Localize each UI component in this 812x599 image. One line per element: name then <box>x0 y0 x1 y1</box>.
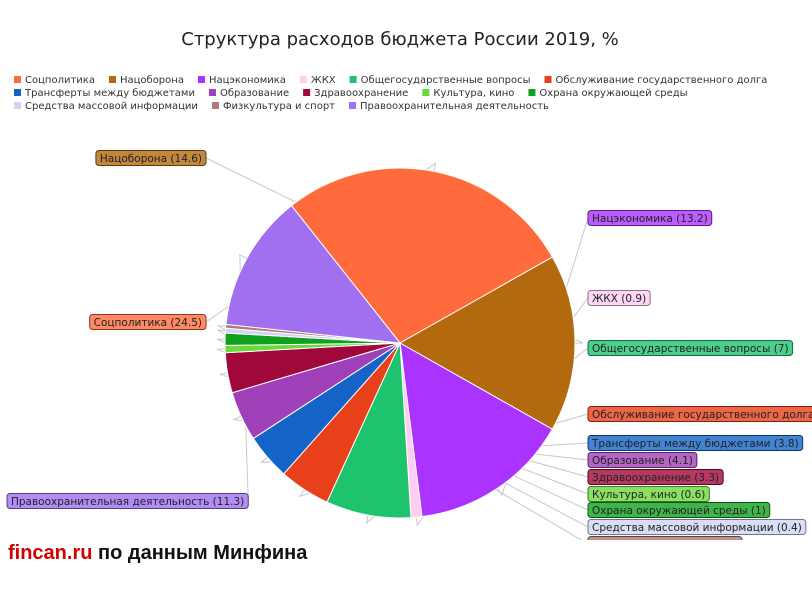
slice-label: Трансферты между бюджетами (3.8) <box>587 435 804 451</box>
slice-label-box <box>587 406 812 422</box>
source-site-link[interactable]: fincan.ru <box>8 542 93 564</box>
legend-swatch <box>108 76 116 83</box>
slice-labels: Соцполитика (24.5) Нацоборона (14.6) Нацэк… <box>6 150 812 540</box>
slice-label-box <box>587 486 710 502</box>
slice-label-text: Нацэкономика (13.2) <box>592 213 708 225</box>
slice-label-box <box>587 502 771 518</box>
slice-label: Культура, кино (0.6) <box>587 486 710 502</box>
legend-item[interactable]: Культура, кино <box>422 88 514 99</box>
legend-item[interactable]: Правоохранительная деятельность <box>349 101 549 112</box>
legend-swatch <box>422 89 430 96</box>
legend-swatch <box>303 89 311 96</box>
slice-label-box <box>587 210 713 226</box>
legend-item[interactable]: Нацоборона <box>108 75 184 86</box>
chart-legend: Соцполитика Нацоборона Нацэкономика ЖКХ Обще… <box>14 75 767 112</box>
slice-label-text: Средства массовой информации (0.4) <box>592 522 802 534</box>
slice-label-text: Охрана окружающей среды (1) <box>592 505 766 517</box>
slice-label-text: Нацоборона (14.6) <box>100 153 202 165</box>
legend-item[interactable]: Здравоохранение <box>303 88 408 99</box>
slice-label-box <box>587 340 794 356</box>
source-note: по данным Минфина <box>98 542 308 564</box>
slice-label-text: ЖКХ (0.9) <box>592 293 646 305</box>
pie-slice[interactable] <box>399 342 553 518</box>
legend-item[interactable]: Обслуживание государственного долга <box>544 75 768 86</box>
slice-label: Обслуживание государственного долга (4.2… <box>587 406 812 422</box>
legend-item[interactable]: Соцполитика <box>14 75 95 86</box>
legend-swatch <box>544 76 552 83</box>
slice-label: ЖКХ (0.9) <box>587 290 651 306</box>
slice-label: Охрана окружающей среды (1) <box>587 502 771 518</box>
slice-label: Нацоборона (14.6) <box>95 150 207 166</box>
legend-swatch <box>208 89 216 96</box>
legend-swatch <box>14 89 21 96</box>
slice-label-box <box>89 314 207 330</box>
slice-label-text: Культура, кино (0.6) <box>592 489 705 501</box>
slice-label-text: Правоохранительная деятельность (11.3) <box>11 496 244 508</box>
legend-label: Общегосударственные вопросы <box>361 75 531 86</box>
legend-item[interactable]: ЖКХ <box>299 75 336 86</box>
legend-item[interactable]: Средства массовой информации <box>14 101 198 112</box>
slice-label: Правоохранительная деятельность (11.3) <box>6 493 249 509</box>
legend-item[interactable]: Нацэкономика <box>197 75 286 86</box>
legend-label: Трансферты между бюджетами <box>24 88 195 99</box>
legend-label: Нацэкономика <box>209 75 286 86</box>
legend-label: Физкультура и спорт <box>223 101 335 112</box>
slice-label-box <box>587 435 804 451</box>
slice-label-text: Физкультура и спорт (0.3) <box>592 539 738 540</box>
slice-label: Образование (4.1) <box>587 452 698 468</box>
slice-label-box <box>587 519 807 535</box>
slice-label: Физкультура и спорт (0.3) <box>587 536 743 540</box>
slice-label: Здравоохранение (3.3) <box>587 469 724 485</box>
slice-label-box <box>587 469 724 485</box>
legend-label: Охрана окружающей среды <box>539 88 687 99</box>
slice-label: Соцполитика (24.5) <box>89 314 207 330</box>
slice-label: Нацэкономика (13.2) <box>587 210 713 226</box>
legend-label: Обслуживание государственного долга <box>556 75 768 86</box>
legend-item[interactable]: Трансферты между бюджетами <box>14 88 195 99</box>
pie-slice[interactable] <box>398 256 576 430</box>
pie-chart: Структура расходов бюджета России 2019, … <box>6 29 812 540</box>
legend-swatch <box>14 102 21 109</box>
legend-label: Нацоборона <box>120 75 184 86</box>
chart-title: Структура расходов бюджета России 2019, … <box>181 29 618 50</box>
legend-swatch <box>211 102 219 109</box>
slice-label-text: Обслуживание государственного долга (4.2… <box>592 409 812 421</box>
slice-label-text: Соцполитика (24.5) <box>94 317 202 329</box>
pie-slices <box>224 167 576 519</box>
legend-swatch <box>299 76 307 83</box>
legend-label: Средства массовой информации <box>25 101 198 112</box>
legend-item[interactable]: Охрана окружающей среды <box>528 88 688 99</box>
slice-label-box <box>6 493 249 509</box>
pie-slice[interactable] <box>290 167 554 344</box>
source-footer: fincan.ru по данным Минфина <box>8 542 307 565</box>
pie-slice[interactable] <box>225 204 402 344</box>
legend-label: Правоохранительная деятельность <box>360 101 549 112</box>
legend-label: Соцполитика <box>25 75 95 86</box>
legend-item[interactable]: Образование <box>208 88 289 99</box>
slice-label-box <box>587 290 651 306</box>
legend-swatch <box>14 76 21 83</box>
slice-label-box <box>587 452 698 468</box>
slice-label-box <box>587 536 743 540</box>
slice-label: Общегосударственные вопросы (7) <box>587 340 794 356</box>
legend-item[interactable]: Физкультура и спорт <box>211 101 335 112</box>
slice-label-text: Здравоохранение (3.3) <box>592 472 719 484</box>
legend-label: Здравоохранение <box>314 88 408 99</box>
legend-swatch <box>349 102 357 109</box>
legend-swatch <box>528 89 536 96</box>
slice-label-box <box>95 150 207 166</box>
legend-item[interactable]: Общегосударственные вопросы <box>349 75 531 86</box>
slice-label-text: Общегосударственные вопросы (7) <box>592 343 789 355</box>
legend-swatch <box>349 76 357 83</box>
legend-swatch <box>197 76 205 83</box>
legend-label: Культура, кино <box>433 88 514 99</box>
slice-label-text: Трансферты между бюджетами (3.8) <box>591 438 799 450</box>
legend-label: Образование <box>220 88 289 99</box>
legend-label: ЖКХ <box>311 75 336 86</box>
slice-label: Средства массовой информации (0.4) <box>587 519 807 535</box>
slice-label-text: Образование (4.1) <box>592 455 693 467</box>
